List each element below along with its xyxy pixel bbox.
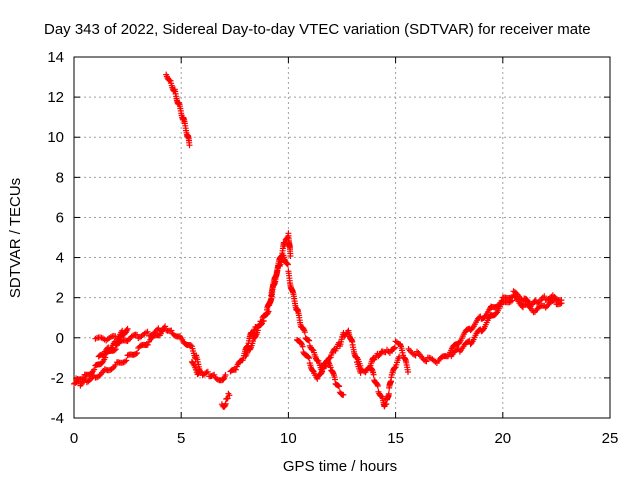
data-point xyxy=(186,142,193,149)
y-tick-label: 10 xyxy=(47,129,64,146)
data-point xyxy=(391,345,398,352)
data-point xyxy=(187,342,194,349)
data-point xyxy=(542,304,549,311)
y-axis-label: SDTVAR / TECUs xyxy=(7,178,24,298)
data-series xyxy=(285,268,364,374)
data-point xyxy=(91,366,98,373)
x-tick-label: 20 xyxy=(494,430,511,447)
data-point xyxy=(96,352,103,359)
data-point xyxy=(144,341,151,348)
data-point xyxy=(168,327,175,334)
data-series xyxy=(163,71,193,149)
y-tick-label: 8 xyxy=(56,169,64,186)
data-point xyxy=(299,343,306,350)
x-tick-label: 10 xyxy=(280,430,297,447)
data-point xyxy=(204,368,211,375)
data-point xyxy=(370,371,377,378)
y-tick-label: 4 xyxy=(56,250,64,267)
y-tick-label: 14 xyxy=(47,49,64,66)
data-point xyxy=(211,371,218,378)
y-tick-label: 12 xyxy=(47,89,64,106)
plot-area-border xyxy=(73,56,611,419)
data-point xyxy=(335,382,342,389)
data-series xyxy=(366,353,403,410)
data-series xyxy=(92,325,131,360)
data-point xyxy=(396,353,403,360)
data-series xyxy=(188,358,229,384)
data-series xyxy=(448,292,565,360)
data-point xyxy=(306,337,313,344)
data-point xyxy=(558,300,565,307)
data-point xyxy=(287,253,294,259)
data-point xyxy=(154,326,161,333)
data-point xyxy=(123,357,130,364)
data-point xyxy=(509,297,516,304)
y-tick-label: 6 xyxy=(56,209,64,226)
data-series xyxy=(354,338,411,376)
data-point xyxy=(263,311,270,318)
data-point xyxy=(232,366,239,373)
data-point xyxy=(541,293,548,300)
data-point xyxy=(159,327,166,334)
data-series xyxy=(242,252,291,360)
data-point xyxy=(101,366,108,373)
data-series xyxy=(294,336,347,398)
data-point xyxy=(305,354,312,360)
data-point xyxy=(552,297,559,304)
data-point xyxy=(111,347,118,354)
data-point xyxy=(405,369,411,375)
data-point xyxy=(319,368,326,375)
y-tick-label: -4 xyxy=(51,410,64,427)
data-point xyxy=(374,383,381,389)
chart-title: Day 343 of 2022, Sidereal Day-to-day VTE… xyxy=(44,21,591,38)
data-points xyxy=(71,71,565,410)
data-point xyxy=(162,323,169,330)
data-point xyxy=(95,353,102,360)
data-point xyxy=(144,328,151,335)
data-point xyxy=(258,321,265,328)
x-tick-label: 0 xyxy=(70,430,78,447)
data-point xyxy=(336,383,343,390)
x-axis: 0 5 10 15 20 25 xyxy=(70,57,619,447)
y-tick-label: -2 xyxy=(51,370,64,387)
x-tick-label: 15 xyxy=(387,430,404,447)
y-axis: -4 -2 0 2 4 6 8 10 12 14 xyxy=(47,49,610,427)
data-point xyxy=(132,351,139,357)
data-point xyxy=(385,390,392,397)
data-point xyxy=(222,372,229,378)
data-point xyxy=(327,364,334,371)
data-point xyxy=(306,355,313,362)
data-point xyxy=(383,401,390,407)
data-point xyxy=(134,350,141,356)
x-tick-label: 25 xyxy=(602,430,619,447)
data-point xyxy=(85,378,92,385)
y-tick-label: 2 xyxy=(56,290,64,307)
data-point xyxy=(423,358,430,365)
x-axis-label: GPS time / hours xyxy=(283,458,397,475)
y-tick-label: 0 xyxy=(56,330,64,347)
data-point xyxy=(259,320,265,327)
data-point xyxy=(422,357,429,364)
data-point xyxy=(480,326,487,333)
data-point xyxy=(301,329,308,336)
x-tick-label: 5 xyxy=(177,430,185,447)
data-point xyxy=(80,374,87,381)
data-point xyxy=(226,392,233,399)
data-point xyxy=(391,344,398,351)
data-point xyxy=(284,261,291,268)
data-point xyxy=(340,391,347,398)
data-point xyxy=(314,375,321,382)
data-series xyxy=(218,390,233,410)
